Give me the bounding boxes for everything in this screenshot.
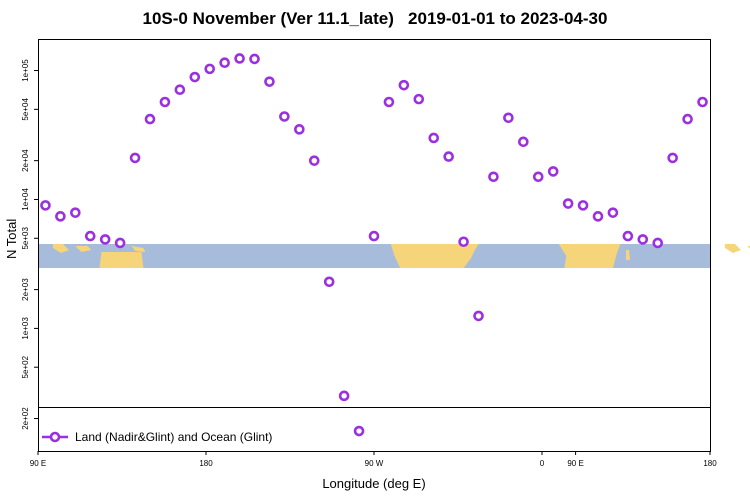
legend-box <box>38 407 711 452</box>
y-tick-label: 2e+03 <box>21 278 30 301</box>
data-point <box>70 207 81 218</box>
y-tick-label: 5e+03 <box>21 226 30 249</box>
data-point <box>249 53 260 65</box>
data-point <box>84 230 96 242</box>
land-png <box>131 246 146 252</box>
data-point <box>458 236 469 248</box>
data-point <box>398 79 410 91</box>
data-point <box>40 200 51 211</box>
data-point <box>428 132 440 144</box>
x-tick-label: 90 E <box>567 459 583 468</box>
data-point <box>413 93 425 105</box>
chart-title: 10S-0 November (Ver 11.1_late) 2019-01-0… <box>142 9 608 28</box>
land-madagascar <box>626 250 630 260</box>
data-point <box>174 84 186 96</box>
data-point <box>234 53 245 64</box>
x-tick-label: 180 <box>703 459 717 468</box>
data-point <box>308 155 320 166</box>
data-point <box>144 113 156 125</box>
land-africa <box>558 244 621 268</box>
data-point <box>577 200 589 211</box>
land-indonesia <box>75 246 92 252</box>
y-tick-label: 1e+05 <box>21 59 30 82</box>
land-australia-north <box>99 252 144 268</box>
data-point <box>503 112 514 124</box>
data-point <box>338 390 350 402</box>
data-point <box>129 152 141 164</box>
data-point <box>532 171 544 183</box>
data-point <box>353 425 365 437</box>
world-map-band <box>39 244 750 268</box>
data-point <box>55 211 66 222</box>
y-tick-label: 1e+03 <box>21 317 30 340</box>
data-point <box>562 198 574 209</box>
land-sumatra <box>52 244 69 253</box>
data-point <box>697 96 708 108</box>
data-point <box>443 151 454 162</box>
x-tick-label: 90 E <box>30 459 46 468</box>
y-axis: 1e+05 5e+04 2e+04 1e+04 5e+03 2e+03 1e+03 5e+02… <box>21 59 38 430</box>
data-point <box>473 310 484 322</box>
data-point <box>368 230 380 242</box>
data-point <box>294 124 305 135</box>
data-point <box>114 237 126 249</box>
data-point <box>652 237 664 249</box>
y-tick-label: 5e+02 <box>21 355 30 378</box>
data-point <box>607 207 619 218</box>
data-point <box>637 234 649 245</box>
legend: Land (Nadir&Glint) and Ocean (Glint) <box>38 407 711 452</box>
data-point <box>518 136 529 148</box>
legend-entry: Land (Nadir&Glint) and Ocean (Glint) <box>75 430 272 444</box>
data-point <box>219 57 230 69</box>
data-point <box>383 96 395 108</box>
y-tick-label: 2e+04 <box>21 149 30 172</box>
data-point <box>323 276 335 288</box>
data-point <box>99 234 111 245</box>
legend-marker <box>49 431 61 443</box>
y-tick-label: 1e+04 <box>21 188 30 211</box>
data-point <box>488 171 499 183</box>
x-axis-label: Longitude (deg E) <box>322 476 426 491</box>
data-point <box>592 211 604 222</box>
x-tick-label: 180 <box>199 459 213 468</box>
data-point <box>279 111 290 122</box>
data-points <box>40 53 708 437</box>
data-point <box>159 96 171 108</box>
data-point <box>264 76 275 87</box>
data-point <box>547 166 559 177</box>
y-tick-label: 5e+04 <box>21 98 30 121</box>
y-axis-label: N Total <box>4 218 19 259</box>
data-point <box>667 152 678 164</box>
data-point <box>204 63 216 75</box>
x-tick-label: 0 <box>540 459 545 468</box>
data-point <box>189 71 201 83</box>
land-indonesia-2 <box>747 246 750 249</box>
y-tick-label: 2e+02 <box>21 407 30 430</box>
data-point <box>682 113 693 125</box>
x-axis: 90 E 180 90 W 0 90 E 180 <box>30 451 717 468</box>
x-tick-label: 90 W <box>365 459 384 468</box>
land-south-america <box>390 244 479 268</box>
land-sumatra-2 <box>724 244 741 253</box>
data-point <box>622 230 634 242</box>
